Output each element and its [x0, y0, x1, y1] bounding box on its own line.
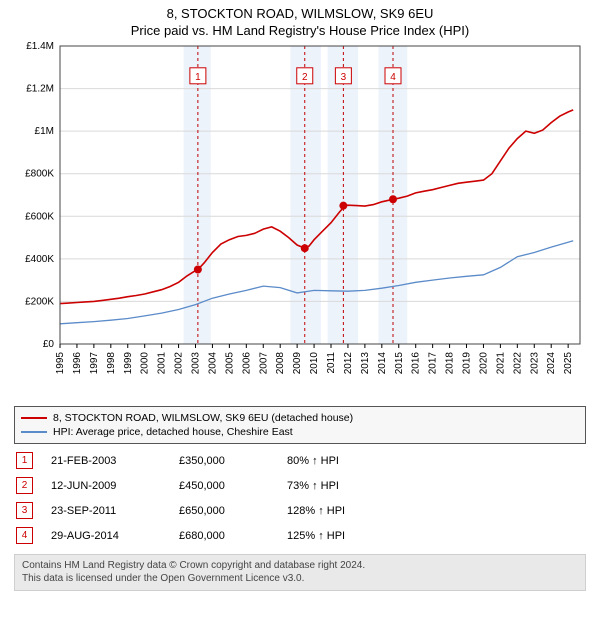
- svg-text:2001: 2001: [157, 352, 168, 375]
- sale-price: £650,000: [179, 505, 269, 517]
- svg-text:1999: 1999: [123, 352, 134, 375]
- sale-price: £350,000: [179, 455, 269, 467]
- sale-pct: 80% ↑ HPI: [287, 455, 377, 467]
- svg-text:2006: 2006: [241, 352, 252, 375]
- svg-text:2014: 2014: [377, 352, 388, 375]
- footer-line2: This data is licensed under the Open Gov…: [22, 573, 578, 586]
- svg-text:1996: 1996: [72, 352, 83, 375]
- table-row: 3 23-SEP-2011 £650,000 128% ↑ HPI: [14, 498, 586, 523]
- sale-marker: 1: [16, 452, 33, 469]
- svg-text:1997: 1997: [89, 352, 100, 375]
- svg-text:1: 1: [195, 72, 201, 83]
- svg-text:2005: 2005: [224, 352, 235, 375]
- svg-text:2011: 2011: [326, 352, 337, 374]
- sale-pct: 128% ↑ HPI: [287, 505, 377, 517]
- chart-title-block: 8, STOCKTON ROAD, WILMSLOW, SK9 6EU Pric…: [0, 0, 600, 40]
- svg-text:2019: 2019: [462, 352, 473, 375]
- legend-item-hpi: HPI: Average price, detached house, Ches…: [21, 425, 579, 439]
- svg-text:2021: 2021: [495, 352, 506, 375]
- svg-text:3: 3: [341, 72, 347, 83]
- sale-date: 23-SEP-2011: [51, 505, 161, 517]
- svg-text:4: 4: [390, 72, 396, 83]
- svg-text:2: 2: [302, 72, 308, 83]
- svg-text:£400K: £400K: [25, 254, 54, 265]
- table-row: 4 29-AUG-2014 £680,000 125% ↑ HPI: [14, 523, 586, 548]
- svg-text:1998: 1998: [106, 352, 117, 375]
- title-address: 8, STOCKTON ROAD, WILMSLOW, SK9 6EU: [4, 6, 596, 21]
- svg-text:2012: 2012: [343, 352, 354, 375]
- svg-text:2025: 2025: [563, 352, 574, 375]
- svg-text:2000: 2000: [140, 352, 151, 375]
- svg-text:2009: 2009: [292, 352, 303, 375]
- sale-price: £450,000: [179, 480, 269, 492]
- sale-marker: 2: [16, 477, 33, 494]
- data-attribution: Contains HM Land Registry data © Crown c…: [14, 554, 586, 591]
- legend-item-property: 8, STOCKTON ROAD, WILMSLOW, SK9 6EU (det…: [21, 411, 579, 425]
- legend-label-hpi: HPI: Average price, detached house, Ches…: [53, 426, 293, 438]
- svg-text:2017: 2017: [428, 352, 439, 375]
- price-chart: £0 £200K £400K £600K £800K £1M £1.2M £1.4M 1 2 3 4 1…: [10, 40, 590, 400]
- table-row: 1 21-FEB-2003 £350,000 80% ↑ HPI: [14, 448, 586, 473]
- svg-text:2003: 2003: [191, 352, 202, 375]
- svg-text:£1M: £1M: [35, 126, 54, 137]
- svg-text:£1.2M: £1.2M: [26, 84, 54, 95]
- svg-text:2008: 2008: [275, 352, 286, 375]
- sale-marker: 4: [16, 527, 33, 544]
- svg-text:2020: 2020: [478, 352, 489, 375]
- legend-label-property: 8, STOCKTON ROAD, WILMSLOW, SK9 6EU (det…: [53, 412, 353, 424]
- chart-legend: 8, STOCKTON ROAD, WILMSLOW, SK9 6EU (det…: [14, 406, 586, 444]
- svg-text:1995: 1995: [55, 352, 66, 375]
- svg-text:2013: 2013: [360, 352, 371, 375]
- svg-text:£0: £0: [43, 339, 55, 350]
- sales-table: 1 21-FEB-2003 £350,000 80% ↑ HPI 2 12-JU…: [14, 448, 586, 548]
- svg-text:£800K: £800K: [25, 169, 54, 180]
- sale-date: 12-JUN-2009: [51, 480, 161, 492]
- svg-text:2023: 2023: [529, 352, 540, 375]
- svg-text:£200K: £200K: [25, 296, 54, 307]
- sale-pct: 125% ↑ HPI: [287, 530, 377, 542]
- svg-text:2007: 2007: [258, 352, 269, 375]
- svg-text:2022: 2022: [512, 352, 523, 375]
- legend-swatch-property: [21, 417, 47, 419]
- svg-text:2016: 2016: [411, 352, 422, 375]
- title-subtitle: Price paid vs. HM Land Registry's House …: [4, 23, 596, 38]
- sale-pct: 73% ↑ HPI: [287, 480, 377, 492]
- footer-line1: Contains HM Land Registry data © Crown c…: [22, 560, 578, 573]
- sale-date: 21-FEB-2003: [51, 455, 161, 467]
- sale-date: 29-AUG-2014: [51, 530, 161, 542]
- svg-text:2010: 2010: [309, 352, 320, 375]
- svg-text:£1.4M: £1.4M: [26, 41, 54, 52]
- sale-marker: 3: [16, 502, 33, 519]
- svg-text:2002: 2002: [174, 352, 185, 375]
- svg-text:£600K: £600K: [25, 211, 54, 222]
- svg-text:2015: 2015: [394, 352, 405, 375]
- svg-text:2004: 2004: [207, 352, 218, 375]
- svg-text:2024: 2024: [546, 352, 557, 375]
- sale-price: £680,000: [179, 530, 269, 542]
- table-row: 2 12-JUN-2009 £450,000 73% ↑ HPI: [14, 473, 586, 498]
- legend-swatch-hpi: [21, 431, 47, 433]
- svg-text:2018: 2018: [445, 352, 456, 375]
